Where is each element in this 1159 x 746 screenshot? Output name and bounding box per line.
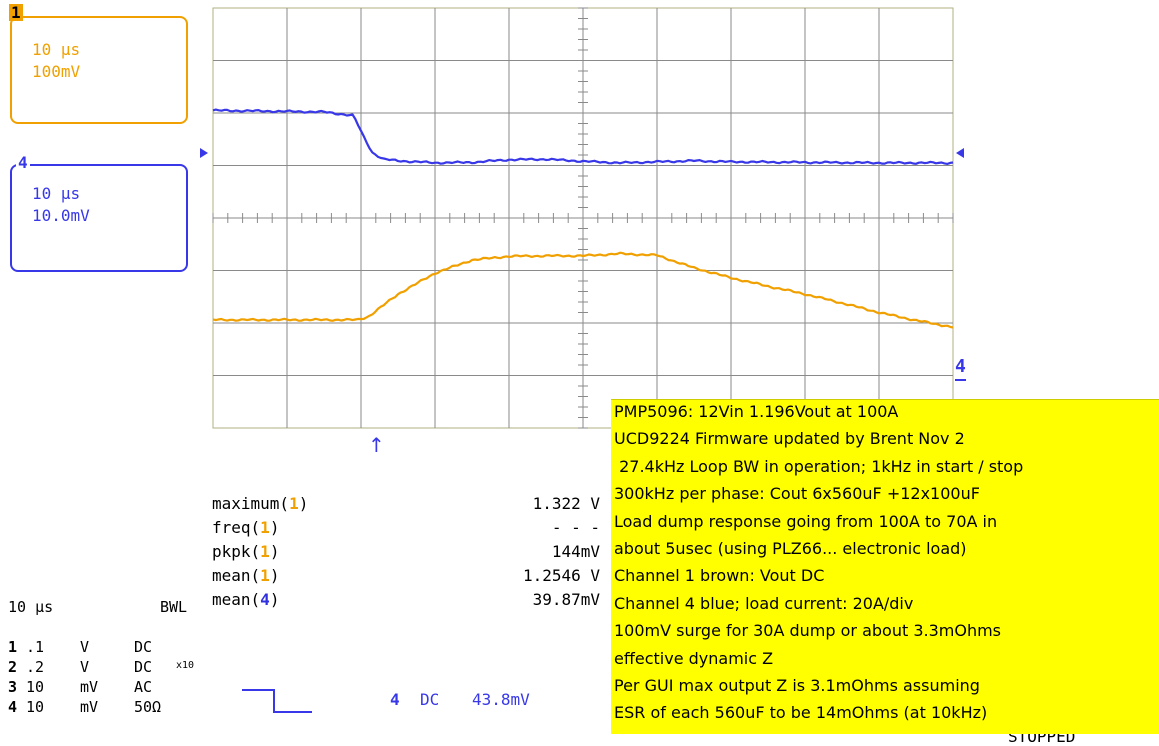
note-line: Channel 4 blue; load current: 20A/div <box>614 593 914 613</box>
ch1-timebase: 10 µs <box>32 40 81 59</box>
channel-number: 4 <box>8 698 18 716</box>
trigger-channel: 4 <box>390 690 400 709</box>
note-line: effective dynamic Z <box>614 648 774 668</box>
channel-scale: .1 <box>26 638 45 656</box>
ch4-level-marker-left <box>200 148 208 158</box>
channel-setting-row: 4 10 mV 50Ω <box>8 698 208 716</box>
ch4-trigger-level-marker: 4 <box>955 356 966 377</box>
ch1-badge: 1 <box>9 3 23 22</box>
channel-coupling: AC <box>134 678 153 696</box>
measurement-label: freq(1) <box>212 518 280 537</box>
trace-ch1 <box>212 251 954 329</box>
channel-unit: V <box>80 638 90 656</box>
annotation-note: PMP5096: 12Vin 1.196Vout at 100A UCD9224 … <box>611 399 1159 734</box>
channel-setting-row: 2 .2 V DC x10 <box>8 658 208 676</box>
measurement-label: mean(4) <box>212 590 280 609</box>
channel-coupling: 50Ω <box>134 698 162 716</box>
note-line: 300kHz per phase: Cout 6x560uF +12x100uF <box>614 484 980 504</box>
timebase-label: 10 µs <box>8 598 54 616</box>
trace-ch4 <box>212 108 954 165</box>
channel-probe-factor: x10 <box>176 660 195 671</box>
measurement-label: pkpk(1) <box>212 542 280 561</box>
measurement-row: freq(1) - - - <box>212 518 600 538</box>
measurement-value: 1.322 V <box>532 494 600 513</box>
trigger-edge-icon <box>242 689 312 713</box>
measurement-value: 1.2546 V <box>522 566 600 585</box>
channel-unit: mV <box>80 698 99 716</box>
channel-scale: 10 <box>26 698 45 716</box>
channel-number: 3 <box>8 678 18 696</box>
channel-setting-row: 3 10 mV AC <box>8 678 208 696</box>
note-line: UCD9224 Firmware updated by Brent Nov 2 <box>614 429 965 449</box>
ch4-settings-box[interactable]: 10 µs 10.0mV <box>10 164 188 272</box>
channel-unit: mV <box>80 678 99 696</box>
measurement-row: maximum(1) 1.322 V <box>212 494 600 514</box>
channel-scale: .2 <box>26 658 45 676</box>
note-line: Load dump response going from 100A to 70… <box>614 511 998 531</box>
bwl-label: BWL <box>160 598 188 616</box>
scope-grid <box>212 7 954 429</box>
scope-traces <box>212 108 954 329</box>
trigger-coupling: DC <box>420 690 440 709</box>
channel-setting-row: 1 .1 V DC <box>8 638 208 656</box>
note-line: 27.4kHz Loop BW in operation; 1kHz in st… <box>614 456 1024 476</box>
measurement-label: maximum(1) <box>212 494 309 513</box>
measurement-value: 39.87mV <box>532 590 600 609</box>
channel-scale: 10 <box>26 678 45 696</box>
channel-coupling: DC <box>134 638 153 656</box>
note-line: Channel 1 brown: Vout DC <box>614 566 825 586</box>
measurement-row: mean(4) 39.87mV <box>212 590 600 610</box>
channel-coupling: DC <box>134 658 153 676</box>
measurement-row: mean(1) 1.2546 V <box>212 566 600 586</box>
measurement-row: pkpk(1) 144mV <box>212 542 600 562</box>
ch4-timebase: 10 µs <box>32 184 81 203</box>
trigger-level: 43.8mV <box>472 690 530 709</box>
trigger-position-marker: ↑ <box>368 433 385 457</box>
note-line: about 5usec (using PLZ66... electronic l… <box>614 539 967 558</box>
channel-number: 2 <box>8 658 18 676</box>
note-line: 100mV surge for 30A dump or about 3.3mOh… <box>614 621 1002 641</box>
note-line: Per GUI max output Z is 3.1mOhms assumin… <box>614 676 980 695</box>
ch1-volts-per-div: 100mV <box>32 62 81 81</box>
note-line: PMP5096: 12Vin 1.196Vout at 100A <box>614 402 899 421</box>
ch4-volts-per-div: 10.0mV <box>32 206 90 225</box>
ch1-settings-box[interactable]: 10 µs 100mV <box>10 16 188 124</box>
channel-unit: V <box>80 658 90 676</box>
scope-display: ↑ 4 <box>200 7 966 457</box>
measurement-value: - - - <box>551 518 600 537</box>
measurement-label: mean(1) <box>212 566 280 585</box>
ch4-badge: 4 <box>16 153 30 172</box>
ch4-level-marker-right <box>956 148 964 158</box>
channel-number: 1 <box>8 638 18 656</box>
measurement-value: 144mV <box>551 542 600 561</box>
note-line: ESR of each 560uF to be 14mOhms (at 10kH… <box>614 703 988 723</box>
